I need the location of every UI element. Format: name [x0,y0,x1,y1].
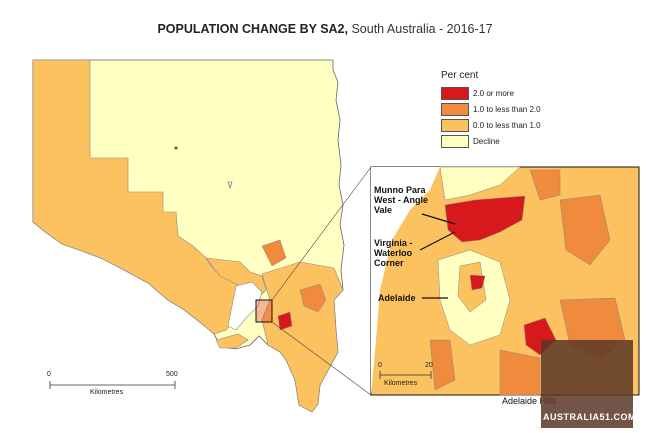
legend-heading: Per cent [441,70,479,81]
marker-dot [174,146,178,150]
region-red [277,311,293,331]
legend-swatch-3 [441,134,469,148]
scale-inset-end: 20 [425,362,433,369]
scale-main-end: 500 [166,371,178,378]
region-orange-a [299,283,327,313]
label-munno-para: Munno Para West - Angle Vale [374,185,429,215]
scale-inset-start: 0 [378,362,382,369]
region-orange-b [261,239,287,267]
region-southeast [261,261,344,413]
legend-label-3: Decline [473,136,500,146]
scale-inset-unit: Kilometres [384,380,418,387]
legend-label-1: 1.0 to less than 2.0 [473,104,541,114]
label-adelaide: Adelaide [378,293,416,303]
legend-item: Decline [441,133,541,149]
watermark-text: AUSTRALIA51.COM [543,412,637,422]
label-virginia: Virginia - Waterloo Corner [374,238,413,268]
legend: Per cent 2.0 or more 1.0 to less than 2.… [441,70,541,149]
title-rest: South Australia - 2016-17 [348,22,493,36]
legend-label-2: 0.0 to less than 1.0 [473,120,541,130]
scale-bar-inset [379,371,432,379]
map-title: POPULATION CHANGE BY SA2, South Australi… [0,22,650,36]
kangaroo-island [215,333,249,349]
scale-bar-main [49,381,176,389]
label-adelaide-hills: Adelaide Hills [502,396,557,406]
connector-top [271,166,372,301]
title-bold: POPULATION CHANGE BY SA2, [157,22,348,36]
watermark-logo [541,340,633,428]
marker-triangle [227,181,233,189]
scale-main-unit: Kilometres [90,389,124,396]
connector-bottom [271,321,372,396]
legend-item: 0.0 to less than 1.0 [441,117,541,133]
legend-item: 1.0 to less than 2.0 [441,101,541,117]
legend-swatch-1 [441,102,469,116]
legend-label-0: 2.0 or more [473,88,514,98]
focus-box [255,299,273,323]
legend-item: 2.0 or more [441,85,541,101]
scale-main-start: 0 [47,371,51,378]
legend-swatch-2 [441,118,469,132]
legend-swatch-0 [441,86,469,100]
gulf [227,281,263,331]
inset-map [370,166,640,396]
